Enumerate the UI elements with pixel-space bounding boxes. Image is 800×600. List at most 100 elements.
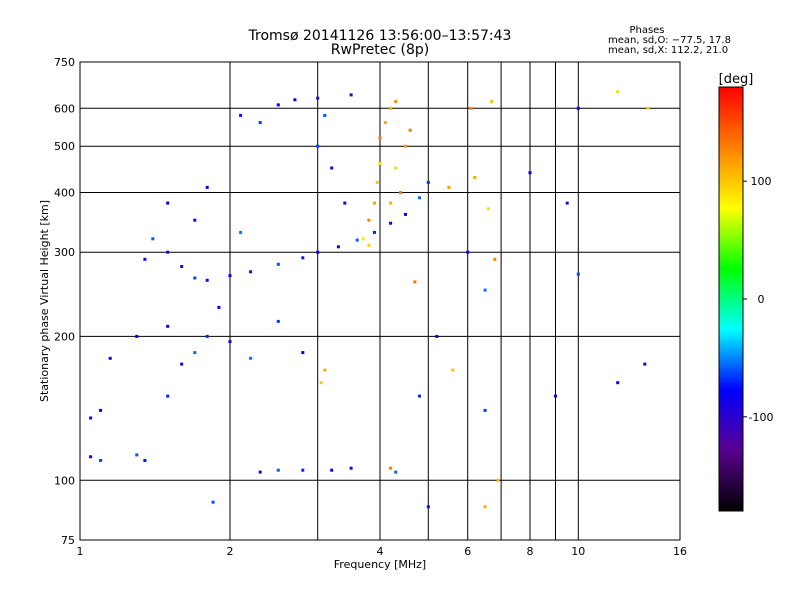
x-tick-label: 1 xyxy=(77,545,84,558)
data-point-o xyxy=(249,270,253,274)
data-point-o xyxy=(166,394,170,398)
phase-box-line-x: mean, sd,X: 112.2, 21.0 xyxy=(608,45,728,56)
data-point-o xyxy=(166,201,170,205)
data-point-x xyxy=(389,106,393,110)
data-point-o xyxy=(426,505,430,509)
data-point-o xyxy=(180,362,184,366)
data-point-o xyxy=(276,262,280,266)
data-point-o xyxy=(301,256,305,260)
data-point-o xyxy=(143,459,147,462)
data-point-x xyxy=(367,243,371,247)
x-tick-label: 16 xyxy=(673,545,687,558)
data-point-o xyxy=(276,103,280,107)
y-tick-label: 400 xyxy=(54,187,75,200)
colorbar: [deg] 100 0 -100 xyxy=(718,72,773,512)
data-point-o xyxy=(343,201,347,205)
x-tick-label: 6 xyxy=(464,545,471,558)
data-point-x xyxy=(323,368,327,372)
data-point-o xyxy=(576,272,580,276)
data-point-o xyxy=(301,351,305,355)
data-point-x xyxy=(486,207,490,211)
data-point-o xyxy=(258,121,262,125)
data-point-o xyxy=(89,416,93,420)
data-point-o xyxy=(239,230,243,234)
data-point-o xyxy=(135,453,139,457)
chart-subtitle: RwPretec (8p) xyxy=(331,42,429,58)
data-point-x xyxy=(361,237,365,241)
data-point-o xyxy=(143,257,147,261)
data-point-o xyxy=(426,180,430,184)
colorbar-ticks: 100 0 -100 xyxy=(743,175,773,424)
grid-lines xyxy=(80,62,680,540)
data-point-o xyxy=(418,394,421,398)
data-point-o xyxy=(239,113,243,117)
data-point-x xyxy=(394,166,398,170)
data-point-o xyxy=(316,144,320,148)
data-point-o xyxy=(404,212,407,216)
data-point-o xyxy=(205,334,209,338)
data-point-o xyxy=(211,500,215,504)
data-point-o xyxy=(435,334,439,338)
data-point-o xyxy=(276,319,280,323)
data-point-o xyxy=(249,356,253,360)
data-point-x xyxy=(646,106,650,110)
data-point-o xyxy=(193,276,197,280)
data-point-o xyxy=(228,274,232,278)
data-point-o xyxy=(205,185,209,189)
data-point-x xyxy=(394,100,398,103)
data-point-o xyxy=(323,113,327,117)
chart-title: Tromsø 20141126 13:56:00–13:57:43 xyxy=(248,28,512,44)
data-point-o xyxy=(316,96,320,100)
data-point-o xyxy=(135,334,139,338)
data-point-o xyxy=(616,381,620,385)
data-point-o xyxy=(180,265,184,268)
data-point-o xyxy=(389,221,393,225)
data-point-o xyxy=(483,288,487,292)
data-point-o xyxy=(394,470,398,474)
data-point-x xyxy=(319,381,323,385)
data-point-o xyxy=(554,394,557,398)
x-tick-label: 8 xyxy=(527,545,534,558)
data-point-x xyxy=(490,100,494,103)
data-point-o xyxy=(576,106,580,110)
data-point-x xyxy=(378,136,382,140)
data-point-x xyxy=(469,106,473,110)
data-point-o xyxy=(205,278,209,282)
data-point-o xyxy=(336,245,340,249)
y-tick-label: 75 xyxy=(61,534,75,547)
data-point-o xyxy=(316,250,320,254)
x-axis-label: Frequency [MHz] xyxy=(334,558,426,571)
colorbar-gradient xyxy=(718,86,744,512)
data-point-o xyxy=(89,455,93,459)
data-point-x xyxy=(451,368,455,372)
x-axis-ticks: 1 2 4 6 8 10 16 xyxy=(77,545,688,558)
data-point-x xyxy=(389,466,393,470)
data-point-o xyxy=(418,196,421,200)
data-point-o xyxy=(528,171,532,175)
data-point-o xyxy=(330,468,334,472)
data-point-x xyxy=(404,144,407,148)
data-point-o xyxy=(193,218,197,222)
x-tick-label: 4 xyxy=(377,545,384,558)
data-point-x xyxy=(378,162,382,165)
data-point-o xyxy=(166,250,170,254)
data-point-o xyxy=(217,305,221,309)
data-point-o xyxy=(643,362,647,366)
data-point-o xyxy=(466,250,470,254)
data-point-x xyxy=(373,201,376,205)
x-tick-label: 2 xyxy=(227,545,234,558)
data-point-o xyxy=(276,468,280,472)
y-tick-label: 200 xyxy=(54,330,75,343)
colorbar-label: [deg] xyxy=(719,72,754,87)
data-point-x xyxy=(447,185,451,189)
data-point-o xyxy=(330,166,334,170)
data-point-x xyxy=(413,280,417,284)
y-axis-label: Stationary phase Virtual Height [km] xyxy=(38,200,51,402)
data-point-o xyxy=(565,201,569,205)
data-point-o xyxy=(355,238,359,242)
data-point-o xyxy=(293,98,297,102)
y-tick-label: 500 xyxy=(54,140,75,153)
colorbar-tick-label: -100 xyxy=(749,411,774,424)
data-point-o xyxy=(151,237,155,241)
